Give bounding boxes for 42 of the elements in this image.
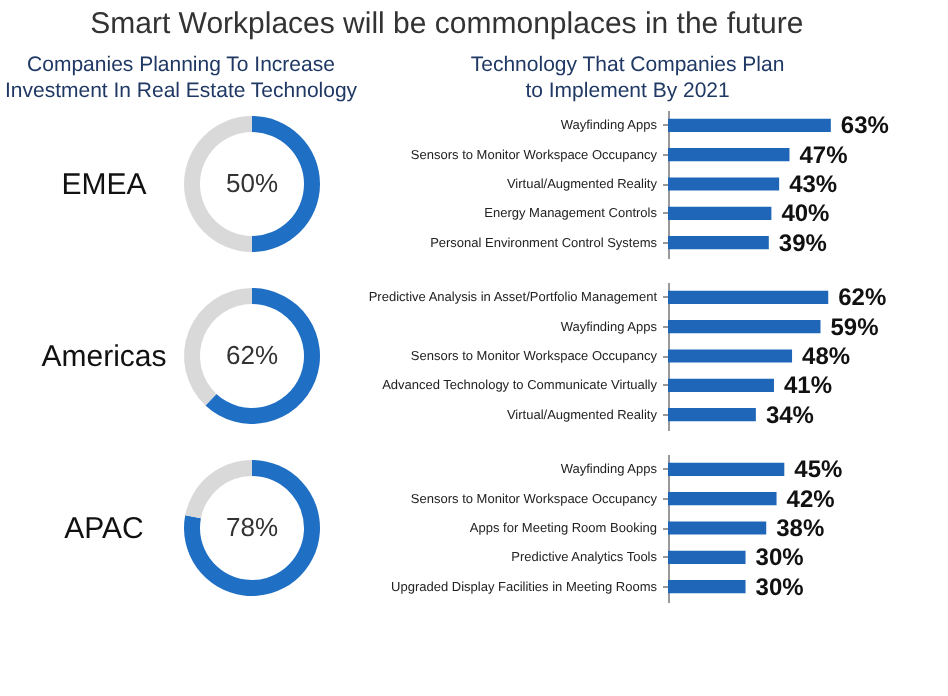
bar (668, 148, 790, 162)
text: Americas (41, 340, 167, 374)
donut-slice (205, 288, 320, 424)
bar (668, 580, 746, 594)
data-label: 42% (786, 484, 836, 513)
bar (668, 236, 769, 250)
bar (668, 290, 829, 304)
data-label: 30% (755, 572, 805, 601)
bar (668, 492, 777, 506)
data-label: 48% (802, 342, 851, 370)
data-label: 45% (794, 455, 843, 484)
data-label: 43% (789, 170, 838, 198)
bar (668, 521, 767, 535)
data-label: 40% (781, 199, 831, 228)
bar (668, 462, 785, 476)
data-label: 34% (765, 400, 815, 429)
data-label: 62% (225, 340, 279, 370)
data-label: 39% (778, 228, 828, 257)
data-label: 59% (830, 312, 880, 341)
bar (668, 550, 746, 564)
data-label: 62% (838, 283, 887, 312)
bar (668, 177, 780, 191)
data-label: 78% (225, 512, 279, 542)
data-label: 41% (783, 371, 833, 400)
data-label: 30% (755, 543, 805, 572)
chart-subtitle: Companies Planning To Increase Investment In Real Estate Technology (4, 53, 359, 103)
bar (668, 349, 793, 363)
donut-slice (185, 460, 252, 519)
bar (668, 378, 774, 392)
bar (668, 408, 756, 422)
bar (668, 206, 772, 220)
text: Smart Workplaces will be commonplaces in the future (90, 7, 804, 41)
data-label: 38% (776, 514, 825, 542)
text: EMEA (61, 168, 147, 202)
donut-slice (184, 460, 320, 596)
text: APAC (64, 512, 145, 546)
data-label: 50% (225, 168, 279, 198)
chart-title: Technology That Companies Plan to Implement By 2021 (470, 53, 785, 103)
bar (668, 118, 831, 132)
data-label: 63% (840, 111, 890, 140)
bar (668, 320, 821, 334)
data-label: 47% (799, 140, 849, 169)
